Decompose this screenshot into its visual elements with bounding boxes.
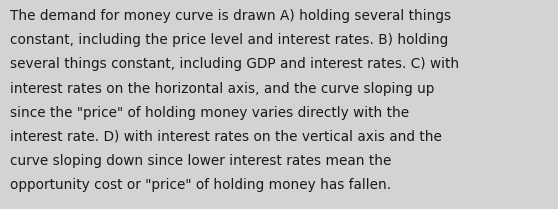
Text: interest rates on the horizontal axis, and the curve sloping up: interest rates on the horizontal axis, a… bbox=[10, 82, 435, 96]
Text: several things constant, including GDP and interest rates. C) with: several things constant, including GDP a… bbox=[10, 57, 459, 71]
Text: constant, including the price level and interest rates. B) holding: constant, including the price level and … bbox=[10, 33, 448, 47]
Text: interest rate. D) with interest rates on the vertical axis and the: interest rate. D) with interest rates on… bbox=[10, 130, 442, 144]
Text: opportunity cost or "price" of holding money has fallen.: opportunity cost or "price" of holding m… bbox=[10, 178, 391, 192]
Text: since the "price" of holding money varies directly with the: since the "price" of holding money varie… bbox=[10, 106, 409, 120]
Text: The demand for money curve is drawn A) holding several things: The demand for money curve is drawn A) h… bbox=[10, 9, 451, 23]
Text: curve sloping down since lower interest rates mean the: curve sloping down since lower interest … bbox=[10, 154, 391, 168]
